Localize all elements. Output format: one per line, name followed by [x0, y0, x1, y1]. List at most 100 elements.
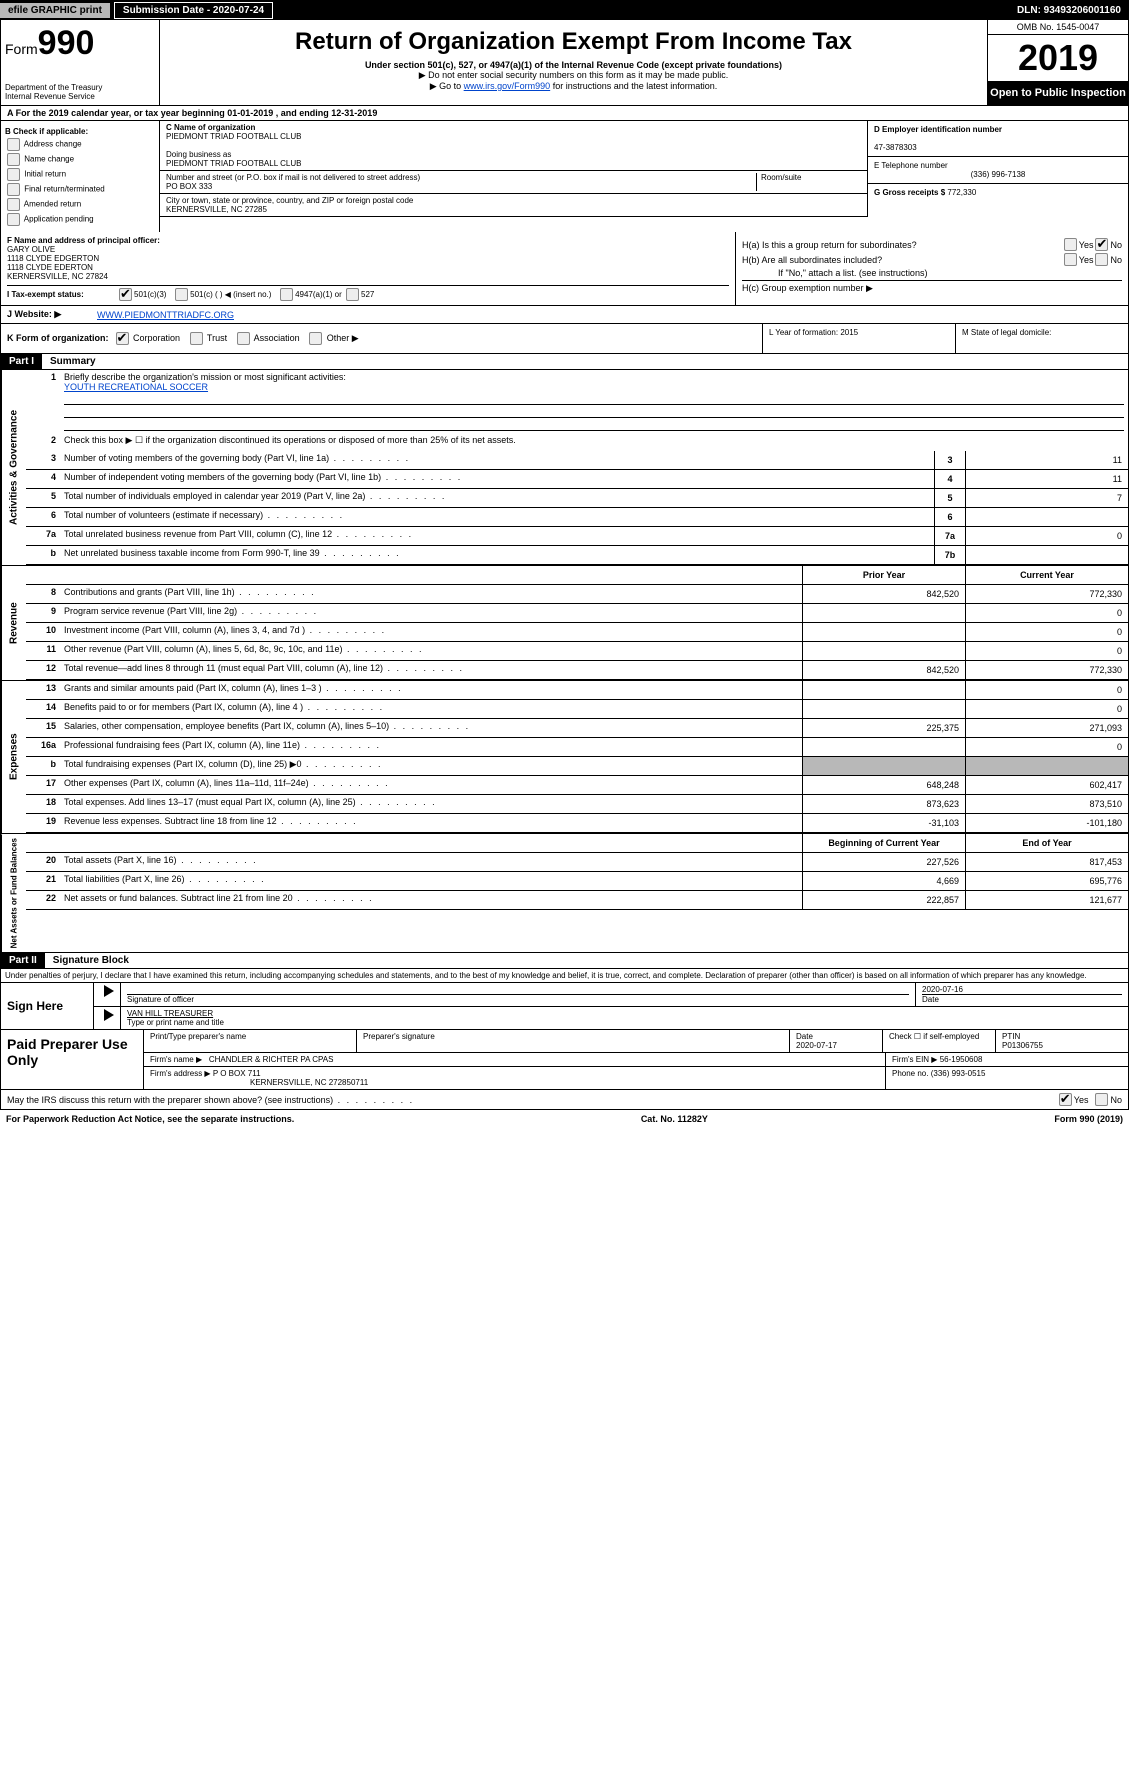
sig-officer-label: Signature of officer: [127, 994, 909, 1004]
current-value: 602,417: [965, 776, 1128, 794]
arrow-icon: [104, 985, 114, 997]
row-a-tax-year: A For the 2019 calendar year, or tax yea…: [0, 106, 1129, 121]
discuss-yes-checkbox[interactable]: [1059, 1093, 1072, 1106]
phone-value: (336) 996-7138: [874, 170, 1122, 179]
hb-note: If "No," attach a list. (see instruction…: [742, 268, 1122, 278]
ha-no-checkbox[interactable]: [1095, 238, 1108, 251]
current-value: 0: [965, 623, 1128, 641]
line-value: 11: [965, 470, 1128, 488]
checkbox-icon[interactable]: [7, 198, 20, 211]
line-num: 22: [26, 891, 60, 909]
line-box: 7a: [934, 527, 965, 545]
street-value: PO BOX 333: [166, 182, 756, 191]
line-desc: Total fundraising expenses (Part IX, col…: [60, 757, 802, 775]
line-desc: Revenue less expenses. Subtract line 18 …: [60, 814, 802, 832]
checkbox-icon[interactable]: [7, 168, 20, 181]
year-label: L Year of formation:: [769, 328, 838, 337]
table-row: 17 Other expenses (Part IX, column (A), …: [26, 776, 1128, 795]
current-value: 772,330: [965, 661, 1128, 679]
chk-4947[interactable]: [280, 288, 293, 301]
form-title: Return of Organization Exempt From Incom…: [164, 28, 983, 56]
part2-title: Signature Block: [45, 953, 137, 968]
line-num: b: [26, 757, 60, 775]
chk-label: Application pending: [24, 215, 94, 224]
current-value: 695,776: [965, 872, 1128, 890]
mission-value: YOUTH RECREATIONAL SOCCER: [64, 382, 208, 392]
chk-corporation[interactable]: [116, 332, 129, 345]
chk-association[interactable]: [237, 332, 250, 345]
arrow-icon: [104, 1009, 114, 1021]
mission-label: Briefly describe the organization's miss…: [64, 372, 346, 382]
chk-527[interactable]: [346, 288, 359, 301]
state-domicile: M State of legal domicile:: [955, 324, 1128, 353]
current-value: 873,510: [965, 795, 1128, 813]
opt-4947: 4947(a)(1) or: [295, 290, 342, 299]
chk-final-return: Final return/terminated: [5, 183, 155, 196]
prior-value: -31,103: [802, 814, 965, 832]
checkbox-icon[interactable]: [7, 213, 20, 226]
prior-value: [802, 623, 965, 641]
goto-suffix: for instructions and the latest informat…: [550, 81, 717, 91]
prior-value: [802, 738, 965, 756]
checkbox-icon[interactable]: [7, 153, 20, 166]
hb-yes-checkbox[interactable]: [1064, 253, 1077, 266]
discuss-no-checkbox[interactable]: [1095, 1093, 1108, 1106]
officer-addr1: 1118 CLYDE EDGERTON: [7, 254, 729, 263]
chk-501c[interactable]: [175, 288, 188, 301]
row-klm: K Form of organization: Corporation Trus…: [0, 324, 1129, 354]
website-link[interactable]: WWW.PIEDMONTTRIADFC.ORG: [97, 310, 234, 320]
firm-ein-label: Firm's EIN ▶: [892, 1055, 937, 1064]
line-num: 10: [26, 623, 60, 641]
form-prefix: Form: [5, 41, 38, 57]
current-value: 0: [965, 681, 1128, 699]
gross-label: G Gross receipts $: [874, 188, 945, 197]
no-label: No: [1110, 255, 1122, 265]
line-box: 7b: [934, 546, 965, 564]
firm-name-label: Firm's name ▶: [150, 1055, 202, 1064]
prior-value: 225,375: [802, 719, 965, 737]
line-num: 5: [26, 489, 60, 507]
hb-note-line: If "No," attach a list. (see instruction…: [742, 268, 1122, 278]
line-num: 13: [26, 681, 60, 699]
table-row: 3 Number of voting members of the govern…: [26, 451, 1128, 470]
hb-no-checkbox[interactable]: [1095, 253, 1108, 266]
line-num: 6: [26, 508, 60, 526]
principal-officer: F Name and address of principal officer:…: [1, 232, 736, 305]
current-value: 817,453: [965, 853, 1128, 871]
street-cell: Number and street (or P.O. box if mail i…: [160, 171, 867, 194]
irs-link[interactable]: www.irs.gov/Form990: [464, 81, 551, 91]
line-desc: Investment income (Part VIII, column (A)…: [60, 623, 802, 641]
firm-city-value: KERNERSVILLE, NC 272850711: [150, 1078, 368, 1087]
street-label: Number and street (or P.O. box if mail i…: [166, 173, 756, 182]
line-num: 20: [26, 853, 60, 871]
chk-initial-return: Initial return: [5, 168, 155, 181]
line-desc: Total unrelated business revenue from Pa…: [60, 527, 934, 545]
chk-name-change: Name change: [5, 153, 155, 166]
checkbox-icon[interactable]: [7, 183, 20, 196]
line-desc: Number of voting members of the governin…: [60, 451, 934, 469]
current-value: 0: [965, 642, 1128, 660]
line-value: [965, 508, 1128, 526]
goto-prefix: ▶ Go to: [430, 81, 464, 91]
line-box: 6: [934, 508, 965, 526]
part1-header-row: Part I Summary: [0, 354, 1129, 370]
line-num: 16a: [26, 738, 60, 756]
table-row: b Net unrelated business taxable income …: [26, 546, 1128, 565]
row-j-website: J Website: ▶ WWW.PIEDMONTTRIADFC.ORG: [0, 306, 1129, 324]
chk-trust[interactable]: [190, 332, 203, 345]
checkbox-icon[interactable]: [7, 138, 20, 151]
chk-other[interactable]: [309, 332, 322, 345]
chk-501c3[interactable]: [119, 288, 132, 301]
ein-cell: D Employer identification number 47-3878…: [868, 121, 1128, 157]
prior-value: 222,857: [802, 891, 965, 909]
opt-501c: 501(c) ( ) ◀ (insert no.): [190, 290, 271, 299]
part1-revenue-section: Revenue Prior YearCurrent Year 8 Contrib…: [0, 566, 1129, 681]
table-row: 12 Total revenue—add lines 8 through 11 …: [26, 661, 1128, 680]
line-desc: Benefits paid to or for members (Part IX…: [60, 700, 802, 718]
ha-yes-checkbox[interactable]: [1064, 238, 1077, 251]
officer-addr2: 1118 CLYDE EDERTON: [7, 263, 729, 272]
page-footer: For Paperwork Reduction Act Notice, see …: [0, 1110, 1129, 1128]
phone-label: E Telephone number: [874, 161, 1122, 170]
form-subtitle-1: Under section 501(c), 527, or 4947(a)(1)…: [164, 60, 983, 70]
table-row: 20 Total assets (Part X, line 16) 227,52…: [26, 853, 1128, 872]
